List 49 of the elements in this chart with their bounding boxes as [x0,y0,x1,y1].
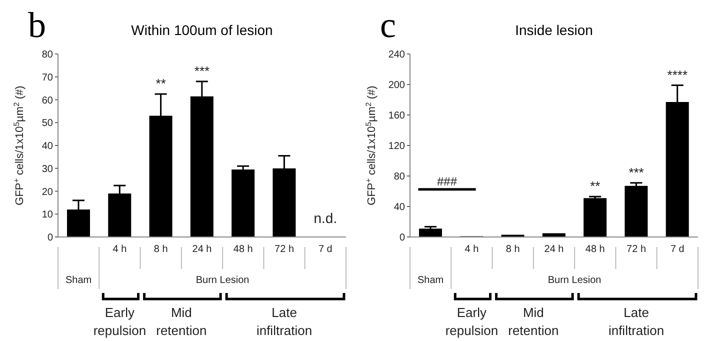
annotation: ** [590,178,600,194]
text: Sham [66,275,92,286]
text: Sham [418,275,444,286]
y-tick-label: 0 [47,232,54,244]
annotation: ### [437,174,458,188]
y-tick-label: 10 [42,210,54,221]
x-tick-label: 24 h [544,244,564,256]
y-tick-label: 240 [388,50,406,61]
x-tick-label: 48 h [585,244,605,256]
x-tick-label: 48 h [233,244,253,256]
annotation: n.d. [314,210,338,226]
x-tick-label: 72 h [274,244,294,256]
y-tick-label: 40 [42,141,54,152]
x-tick-label: 7 d [670,244,684,256]
x-tick-label: 7 d [318,244,332,256]
y-tick-label: 80 [42,50,54,61]
y-tick-label: 30 [42,164,54,175]
y-tick-label: 50 [42,118,54,130]
text: Late infiltration [256,305,312,338]
annotation: *** [628,164,644,180]
x-tick-label: 8 h [154,244,168,256]
x-tick-label: 4 h [464,244,479,256]
y-tick-label: 80 [394,172,406,183]
annotation: ** [156,76,166,92]
text: Late infiltration [608,305,664,338]
text: b [28,4,46,46]
y-tick-label: 120 [388,141,406,152]
text: Early repulsion [93,305,146,338]
text: Mid retention [156,305,207,338]
text: c [380,4,396,46]
y-tick-label: 40 [394,202,406,214]
text: Burn Lesion [196,275,250,286]
annotation: *** [194,63,210,78]
x-tick-label: 24 h [192,244,212,256]
x-tick-label: 72 h [626,244,646,256]
y-tick-label: 160 [388,110,406,122]
text: Mid retention [508,305,559,338]
y-tick-label: 70 [42,72,54,84]
x-tick-label: 4 h [112,244,127,256]
y-tick-label: 60 [42,95,54,106]
y-tick-label: 0 [399,232,406,244]
chart-title: Within 100um of lesion [130,22,274,38]
chart-title: Inside lesion [514,22,594,38]
y-tick-label: 20 [42,186,54,198]
x-tick-label: 8 h [506,244,520,256]
annotation: **** [667,67,688,82]
text: Burn Lesion [548,275,602,286]
y-tick-label: 200 [388,80,406,92]
text: Early repulsion [445,305,498,338]
